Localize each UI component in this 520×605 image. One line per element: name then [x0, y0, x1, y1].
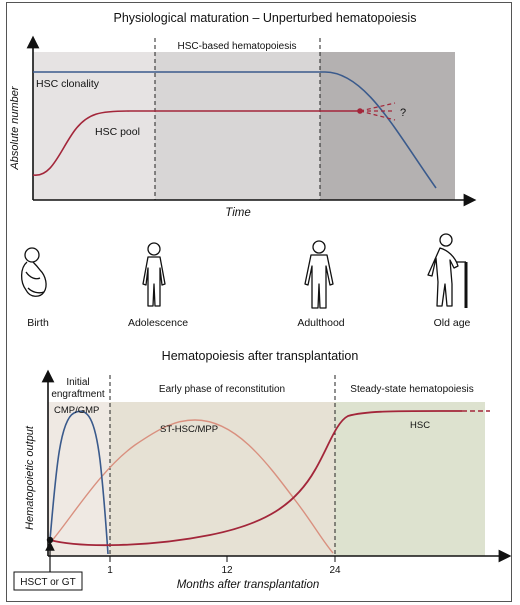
stage-label-adulthood: Adulthood [297, 317, 344, 329]
hsc-pool-projection-down [359, 110, 396, 121]
cmp-gmp-curve [49, 410, 109, 555]
start-box-label: HSCT or GT [20, 577, 75, 588]
top-y-axis-label: Absolute number [9, 85, 21, 170]
stage-label-birth: Birth [27, 317, 49, 329]
hsc-clonality-curve [33, 71, 437, 189]
top-x-axis-label: Time [225, 207, 250, 219]
phase-initial-label-line2: engraftment [51, 389, 105, 400]
hsc-curve [49, 410, 462, 547]
tick-label-24: 24 [329, 565, 341, 576]
phase-initial-label-line1: Initial [66, 377, 89, 388]
st-hsc-mpp-curve [49, 419, 334, 554]
top-panel-title: Physiological maturation – Unperturbed h… [114, 11, 417, 25]
projection-question-mark: ? [400, 107, 406, 119]
st-hsc-mpp-label: ST-HSC/MPP [160, 424, 218, 435]
hsc-pool-label: HSC pool [95, 126, 140, 138]
tick-label-1: 1 [107, 565, 113, 576]
top-bg-early [33, 52, 155, 200]
start-box [13, 571, 83, 591]
figure-frame [6, 2, 512, 602]
stage-label-old-age: Old age [434, 317, 471, 329]
phase-early-label: Early phase of reconstitution [159, 384, 285, 395]
bottom-bg-steady-state [335, 402, 485, 556]
bottom-panel-title: Hematopoiesis after transplantation [162, 349, 359, 363]
stage-label-adolescence: Adolescence [128, 317, 188, 329]
bottom-x-axis-label: Months after transplantation [177, 579, 320, 591]
elderly-with-cane-icon [427, 233, 466, 307]
infant-figure-icon [20, 247, 47, 297]
bottom-y-axis-label: Hematopoietic output [24, 425, 36, 530]
top-region-label: HSC-based hematopoiesis [178, 41, 297, 52]
hsc-clonality-label: HSC clonality [36, 78, 100, 90]
phase-steady-label: Steady-state hematopoiesis [350, 384, 473, 395]
adult-figure-icon [304, 240, 334, 309]
cmp-gmp-label: CMP/GMP [54, 405, 99, 416]
adolescent-figure-icon [142, 242, 166, 307]
top-bg-hsc-region [155, 52, 320, 200]
hsc-pool-projection-up [359, 102, 396, 112]
hsc-label: HSC [410, 420, 430, 431]
bottom-bg-early-reconstitution [110, 402, 335, 556]
transplant-start-point [46, 536, 54, 544]
hsc-pool-curve [32, 110, 360, 176]
tick-label-12: 12 [221, 565, 233, 576]
